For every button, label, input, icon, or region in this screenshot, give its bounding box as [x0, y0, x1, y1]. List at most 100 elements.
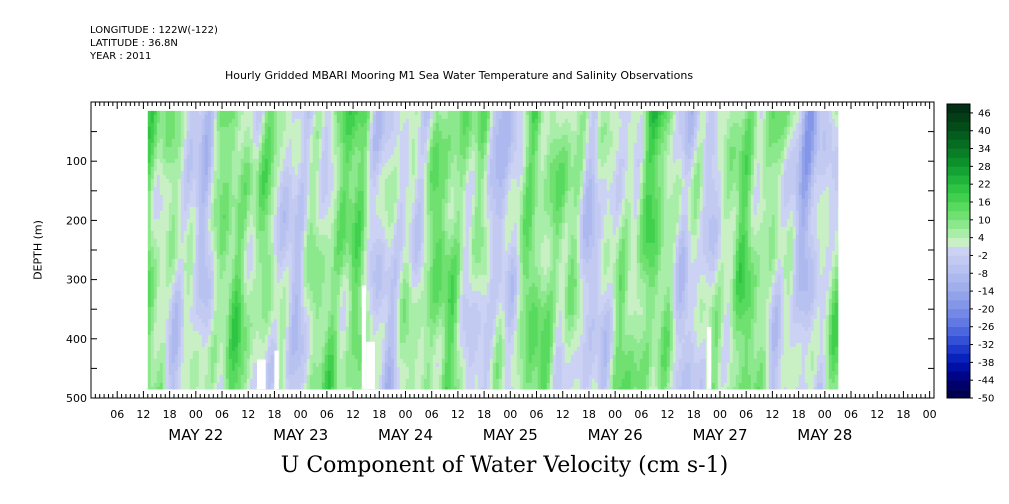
- heatmap-cell: [303, 290, 308, 296]
- heatmap-cell: [174, 382, 179, 388]
- heatmap-cell: [180, 178, 185, 184]
- heatmap-cell: [345, 254, 350, 260]
- heatmap-cell: [171, 318, 176, 324]
- heatmap-cell: [339, 214, 344, 220]
- heatmap-cell: [207, 142, 212, 148]
- heatmap-cell: [273, 126, 278, 132]
- heatmap-cell: [198, 330, 203, 336]
- heatmap-cell: [279, 194, 284, 200]
- heatmap-cell: [249, 166, 254, 172]
- heatmap-cell: [300, 114, 305, 120]
- heatmap-cell: [216, 298, 221, 304]
- heatmap-cell: [249, 254, 254, 260]
- heatmap-cell: [198, 238, 203, 244]
- heatmap-cell: [234, 302, 239, 308]
- heatmap-cell: [162, 190, 167, 196]
- heatmap-cell: [228, 334, 233, 340]
- heatmap-cell: [195, 346, 200, 352]
- heatmap-cell: [276, 302, 281, 308]
- heatmap-cell: [156, 266, 161, 272]
- heatmap-cell: [216, 358, 221, 364]
- heatmap-cell: [309, 274, 314, 280]
- heatmap-cell: [192, 334, 197, 340]
- heatmap-cell: [267, 190, 272, 196]
- heatmap-cell: [195, 194, 200, 200]
- heatmap-cell: [228, 118, 233, 124]
- heatmap-cell: [159, 134, 164, 140]
- heatmap-cell: [312, 298, 317, 304]
- heatmap-cell: [198, 122, 203, 128]
- heatmap-cell: [147, 222, 152, 228]
- heatmap-cell: [300, 326, 305, 332]
- heatmap-cell: [300, 294, 305, 300]
- heatmap-cell: [348, 146, 353, 152]
- heatmap-cell: [219, 194, 224, 200]
- heatmap-cell: [189, 126, 194, 132]
- heatmap-cell: [216, 158, 221, 164]
- heatmap-cell: [147, 346, 152, 352]
- heatmap-cell: [192, 294, 197, 300]
- heatmap-cell: [351, 278, 356, 284]
- heatmap-cell: [312, 354, 317, 360]
- heatmap-cell: [285, 338, 290, 344]
- heatmap-cell: [345, 194, 350, 200]
- heatmap-cell: [300, 310, 305, 316]
- heatmap-cell: [303, 298, 308, 304]
- heatmap-cell: [264, 310, 269, 316]
- heatmap-cell: [213, 274, 218, 280]
- heatmap-cell: [279, 286, 284, 292]
- heatmap-cell: [189, 162, 194, 168]
- heatmap-cell: [300, 382, 305, 388]
- heatmap-cell: [249, 310, 254, 316]
- heatmap-cell: [147, 166, 152, 172]
- heatmap-cell: [249, 326, 254, 332]
- heatmap-cell: [360, 182, 365, 188]
- heatmap-cell: [159, 218, 164, 224]
- heatmap-cell: [258, 254, 263, 260]
- heatmap-cell: [267, 226, 272, 232]
- heatmap-cell: [255, 190, 260, 196]
- heatmap-cell: [162, 302, 167, 308]
- heatmap-cell: [333, 254, 338, 260]
- heatmap-cell: [207, 382, 212, 388]
- heatmap-cell: [201, 366, 206, 372]
- heatmap-cell: [246, 354, 251, 360]
- heatmap-cell: [315, 354, 320, 360]
- heatmap-cell: [357, 322, 362, 328]
- heatmap-cell: [237, 182, 242, 188]
- heatmap-cell: [231, 330, 236, 336]
- heatmap-cell: [240, 290, 245, 296]
- heatmap-cell: [159, 238, 164, 244]
- heatmap-cell: [270, 118, 275, 124]
- heatmap-cell: [228, 126, 233, 132]
- heatmap-cell: [180, 186, 185, 192]
- heatmap-cell: [249, 350, 254, 356]
- heatmap-cell: [360, 118, 365, 124]
- heatmap-cell: [219, 306, 224, 312]
- heatmap-cell: [318, 362, 323, 368]
- heatmap-cell: [270, 306, 275, 312]
- heatmap-cell: [228, 186, 233, 192]
- heatmap-cell: [150, 126, 155, 132]
- heatmap-cell: [180, 322, 185, 328]
- heatmap-cell: [297, 130, 302, 136]
- heatmap-cell: [309, 202, 314, 208]
- heatmap-cell: [177, 310, 182, 316]
- heatmap-cell: [207, 222, 212, 228]
- heatmap-cell: [201, 194, 206, 200]
- heatmap-cell: [288, 166, 293, 172]
- heatmap-cell: [201, 218, 206, 224]
- heatmap-cell: [207, 182, 212, 188]
- heatmap-cell: [219, 246, 224, 252]
- heatmap-cell: [201, 118, 206, 124]
- heatmap-cell: [258, 298, 263, 304]
- heatmap-cell: [159, 246, 164, 252]
- heatmap-cell: [222, 150, 227, 156]
- heatmap-cell: [285, 290, 290, 296]
- heatmap-cell: [270, 318, 275, 324]
- heatmap-cell: [246, 310, 251, 316]
- heatmap-cell: [219, 270, 224, 276]
- heatmap-cell: [255, 114, 260, 120]
- heatmap-cell: [183, 206, 188, 212]
- heatmap-cell: [180, 290, 185, 296]
